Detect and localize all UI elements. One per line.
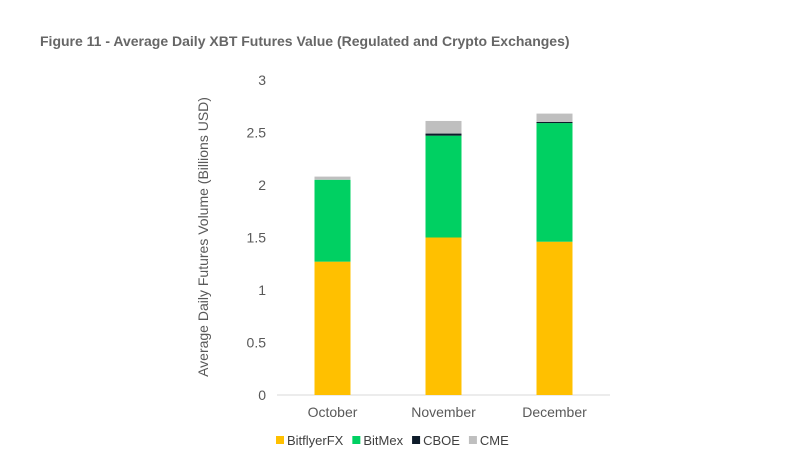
x-tick-label: October <box>308 404 358 420</box>
y-axis-label: Average Daily Futures Volume (Billions U… <box>195 97 211 377</box>
bar-cboe-december <box>536 122 573 124</box>
x-tick-label: November <box>411 404 476 420</box>
y-tick-label: 0.5 <box>247 335 267 351</box>
x-tick-label: December <box>522 404 587 420</box>
y-tick-label: 3 <box>258 72 266 88</box>
y-tick-label: 0 <box>258 387 266 403</box>
legend-swatch-bitmex <box>352 436 361 444</box>
bar-bitflyerfx-november <box>425 237 462 395</box>
bar-bitmex-october <box>314 179 351 262</box>
bar-cme-december <box>536 113 573 122</box>
legend-swatch-bitflyerfx <box>276 436 284 444</box>
chart-title: Figure 11 - Average Daily XBT Futures Va… <box>40 33 570 49</box>
legend-swatch-cboe <box>412 436 421 444</box>
y-tick-label: 1.5 <box>247 230 267 246</box>
legend-label-bitmex: BitMex <box>363 433 403 448</box>
legend-swatch-cme <box>468 436 477 444</box>
bar-bitmex-december <box>536 123 573 242</box>
bar-bitflyerfx-october <box>314 261 351 395</box>
bar-cme-october <box>314 176 351 180</box>
y-tick-label: 1 <box>258 282 266 298</box>
bar-bitmex-november <box>425 135 462 238</box>
bar-bitflyerfx-december <box>536 241 573 395</box>
bar-cme-november <box>425 120 462 134</box>
legend-label-cboe: CBOE <box>423 433 460 448</box>
bar-cboe-november <box>425 133 462 136</box>
y-tick-label: 2 <box>258 177 266 193</box>
y-tick-label: 2.5 <box>247 125 267 141</box>
legend-label-cme: CME <box>480 433 509 448</box>
legend-label-bitflyerfx: BitflyerFX <box>287 433 344 448</box>
